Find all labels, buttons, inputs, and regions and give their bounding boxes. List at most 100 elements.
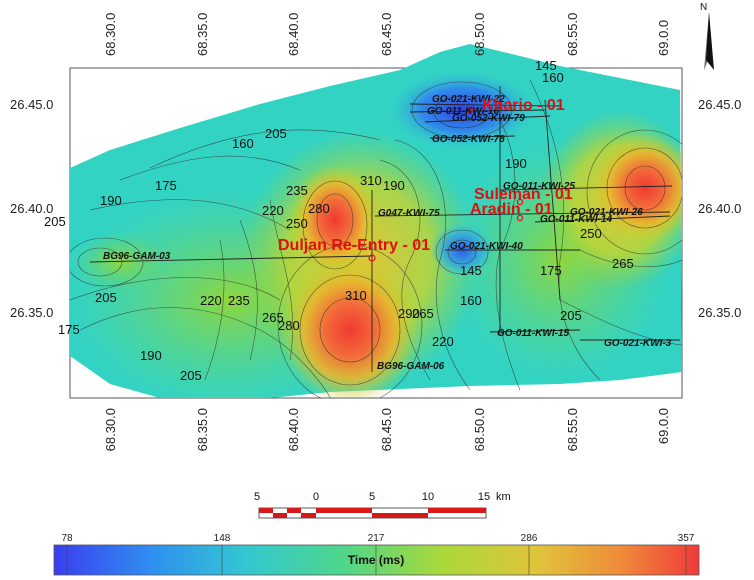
- seismic-line-label: GO-011-KWI-25: [503, 181, 575, 192]
- colorbar-tick: 286: [521, 533, 538, 544]
- contour-label: 280: [308, 201, 330, 216]
- contour-label: 175: [540, 263, 562, 278]
- contour-label: 235: [286, 183, 308, 198]
- seismic-line-label: GO-011-KWI-14: [540, 214, 612, 225]
- seismic-line-labels: GO-021-KWI-22 GO-011-KWI-16 GO-052-KWI-7…: [103, 94, 672, 372]
- contour-labels: 160 175 205 190 205 175 190 205 220 235 …: [44, 58, 634, 383]
- contour-label: 310: [345, 288, 367, 303]
- well-marker-suleman: [516, 214, 524, 222]
- x-tick-label: 68.30.0: [103, 13, 118, 56]
- contour-label: 205: [560, 308, 582, 323]
- y-tick-label: 26.40.0: [10, 201, 53, 216]
- scale-bar: 5 0 5 10 15 km: [254, 491, 511, 519]
- surface-fill: [70, 44, 682, 398]
- colorbar-tick: 357: [678, 533, 695, 544]
- north-arrow-icon: N: [700, 2, 714, 70]
- scale-label: 5: [369, 491, 375, 503]
- y-tick-labels-right: 26.45.0 26.40.0 26.35.0: [698, 97, 741, 320]
- x-tick-label: 68.55.0: [565, 13, 580, 56]
- scale-label: 5: [254, 491, 260, 503]
- x-tick-label: 68.30.0: [103, 408, 118, 451]
- x-tick-label: 68.45.0: [379, 13, 394, 56]
- contour-label: 220: [262, 203, 284, 218]
- seismic-line-label: GO-021-KWI-40: [450, 241, 523, 252]
- scale-label: 0: [313, 491, 319, 503]
- y-tick-labels-left: 26.45.0 26.40.0 26.35.0: [10, 97, 53, 320]
- x-tick-label: 69.0.0: [656, 20, 671, 56]
- seismic-line-label: G047-KWI-75: [378, 208, 440, 219]
- colorbar-tick: 217: [368, 533, 385, 544]
- x-tick-label: 68.35.0: [195, 13, 210, 56]
- contour-label: 205: [44, 214, 66, 229]
- seismic-traces: [89, 86, 680, 372]
- contour-label: 250: [580, 226, 602, 241]
- contour-label: 160: [542, 70, 564, 85]
- svg-text:N: N: [700, 2, 707, 13]
- contour-label: 290: [398, 306, 420, 321]
- y-tick-label: 26.35.0: [10, 305, 53, 320]
- colorbar-tick: 78: [61, 533, 73, 544]
- x-tick-label: 68.45.0: [379, 408, 394, 451]
- well-markers: [368, 106, 524, 262]
- colorbar-title: Time (ms): [348, 553, 404, 567]
- contour-label: 205: [180, 368, 202, 383]
- contour-label: 265: [262, 310, 284, 325]
- contour-label: 280: [278, 318, 300, 333]
- contour-label: 310: [360, 173, 382, 188]
- x-tick-label: 68.35.0: [195, 408, 210, 451]
- x-tick-label: 68.40.0: [286, 13, 301, 56]
- seismic-line-label: GO-011-KWI-15: [497, 328, 569, 339]
- x-tick-label: 69.0.0: [656, 408, 671, 444]
- seismic-line-label: GO-011-KWI-16: [427, 106, 499, 117]
- contour-label: 265: [412, 306, 434, 321]
- seismic-line-label: GO-052-KWI-79: [452, 113, 525, 124]
- contour-label: 160: [460, 293, 482, 308]
- seismic-line-label: GO-021-KWI-3: [604, 338, 672, 349]
- contour-label: 250: [286, 216, 308, 231]
- seismic-line-label: GO-021-KWI-26: [570, 207, 643, 218]
- contour-label: 145: [535, 58, 557, 73]
- y-tick-label: 26.45.0: [10, 97, 53, 112]
- contour-label: 190: [505, 156, 527, 171]
- well-label-aradin: Aradin - 01: [470, 201, 553, 218]
- well-label-suleman: Suleman - 01: [474, 186, 573, 203]
- contour-label: 190: [140, 348, 162, 363]
- x-tick-label: 68.50.0: [472, 408, 487, 451]
- well-marker-aradin: [516, 198, 524, 206]
- seismic-line-label: BG96-GAM-03: [103, 251, 171, 262]
- contour-label: 175: [58, 322, 80, 337]
- well-label-khario: Khario - 01: [482, 97, 565, 114]
- well-marker-duljan: [368, 254, 376, 262]
- contour-label: 220: [432, 334, 454, 349]
- contour-label: 145: [460, 263, 482, 278]
- contour-label: 205: [265, 126, 287, 141]
- y-tick-label: 26.45.0: [698, 97, 741, 112]
- x-tick-label: 68.40.0: [286, 408, 301, 451]
- seismic-line-label: GO-052-KWI-78: [432, 134, 505, 145]
- colorbar: 78 148 217 286 357 Time (ms): [53, 533, 700, 576]
- x-tick-label: 68.50.0: [472, 13, 487, 56]
- contour-label: 190: [100, 193, 122, 208]
- seismic-line-label: BG96-GAM-06: [377, 361, 445, 372]
- scale-label: 10: [422, 491, 434, 503]
- x-tick-label: 68.55.0: [565, 408, 580, 451]
- colorbar-tick: 148: [214, 533, 231, 544]
- contour-label: 265: [612, 256, 634, 271]
- well-labels: Khario - 01 Suleman - 01 Aradin - 01 Dul…: [278, 97, 573, 254]
- x-tick-labels-bottom: 68.30.0 68.35.0 68.40.0 68.45.0 68.50.0 …: [103, 408, 671, 451]
- y-tick-label: 26.35.0: [698, 305, 741, 320]
- contour-label: 175: [155, 178, 177, 193]
- contour-label: 190: [383, 178, 405, 193]
- well-marker-khario: [466, 106, 474, 114]
- y-tick-label: 26.40.0: [698, 201, 741, 216]
- well-label-duljan: Duljan Re-Entry - 01: [278, 237, 430, 254]
- x-tick-labels-top: 68.30.0 68.35.0 68.40.0 68.45.0 68.50.0 …: [103, 13, 671, 56]
- scale-label: 15: [478, 491, 490, 503]
- seismic-line-label: GO-021-KWI-22: [432, 94, 505, 105]
- contour-label: 160: [232, 136, 254, 151]
- scale-unit: km: [496, 491, 511, 503]
- contour-label: 235: [228, 293, 250, 308]
- contour-label: 205: [95, 290, 117, 305]
- contour-label: 220: [200, 293, 222, 308]
